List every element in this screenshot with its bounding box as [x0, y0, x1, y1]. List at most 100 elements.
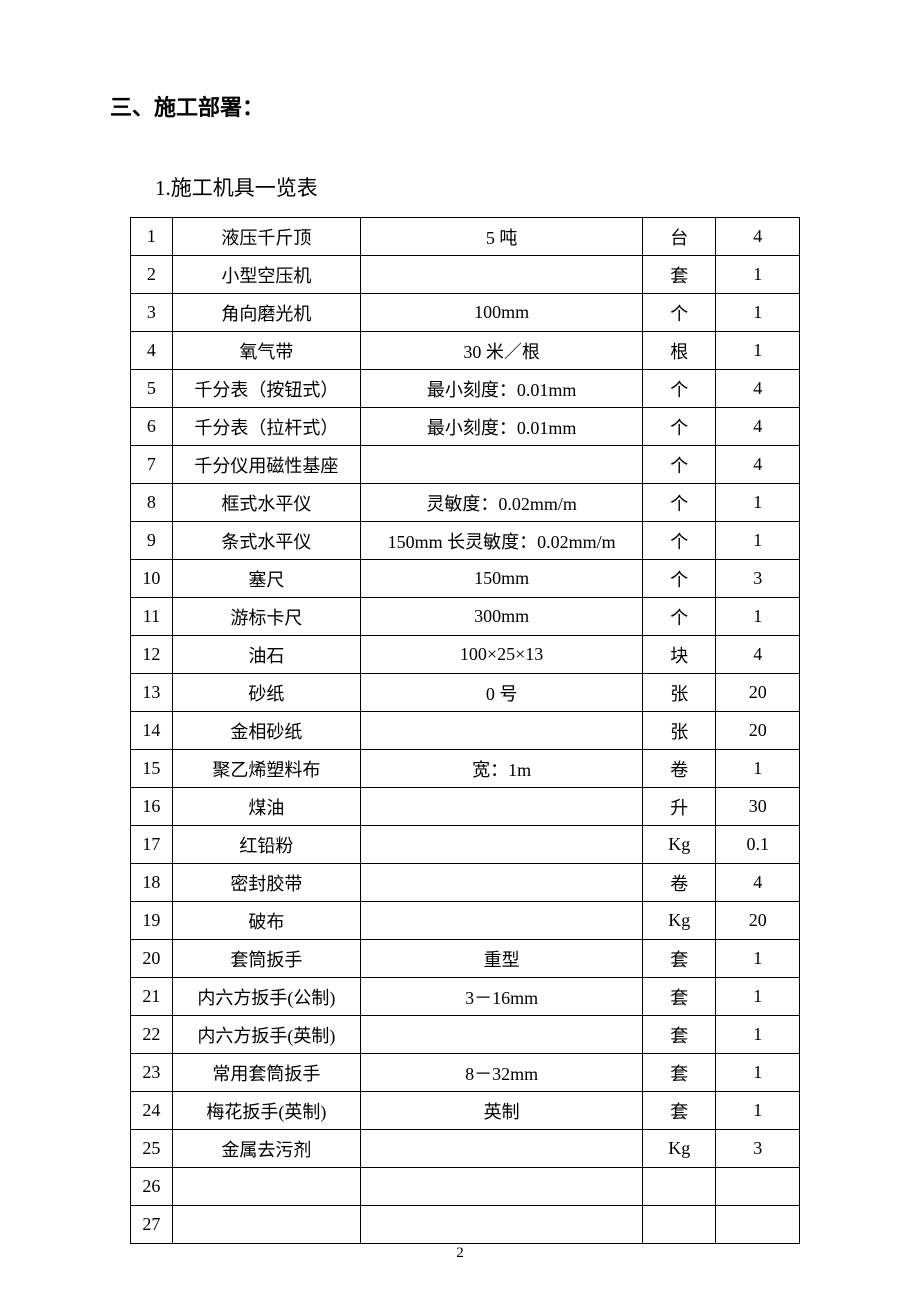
cell-qty: 20: [716, 674, 800, 712]
cell-spec: [360, 1168, 642, 1206]
cell-name: 红铅粉: [172, 826, 360, 864]
cell-qty: [716, 1206, 800, 1244]
cell-qty: 1: [716, 522, 800, 560]
cell-qty: 1: [716, 294, 800, 332]
cell-index: 14: [131, 712, 173, 750]
cell-spec: [360, 902, 642, 940]
cell-name: 千分仪用磁性基座: [172, 446, 360, 484]
table-row: 7千分仪用磁性基座个4: [131, 446, 800, 484]
cell-index: 24: [131, 1092, 173, 1130]
table-row: 1液压千斤顶5 吨台4: [131, 218, 800, 256]
cell-name: 塞尺: [172, 560, 360, 598]
table-row: 5千分表（按钮式）最小刻度：0.01mm个4: [131, 370, 800, 408]
cell-index: 7: [131, 446, 173, 484]
cell-unit: [643, 1168, 716, 1206]
cell-index: 21: [131, 978, 173, 1016]
table-row: 15聚乙烯塑料布宽：1m卷1: [131, 750, 800, 788]
cell-name: 聚乙烯塑料布: [172, 750, 360, 788]
table-row: 17红铅粉Kg0.1: [131, 826, 800, 864]
cell-index: 2: [131, 256, 173, 294]
table-row: 10塞尺150mm个3: [131, 560, 800, 598]
cell-name: 金属去污剂: [172, 1130, 360, 1168]
cell-index: 10: [131, 560, 173, 598]
cell-index: 18: [131, 864, 173, 902]
cell-name: 套筒扳手: [172, 940, 360, 978]
cell-index: 12: [131, 636, 173, 674]
cell-qty: 1: [716, 1054, 800, 1092]
cell-unit: 套: [643, 1054, 716, 1092]
cell-spec: [360, 864, 642, 902]
cell-qty: 1: [716, 256, 800, 294]
cell-qty: 1: [716, 978, 800, 1016]
cell-index: 15: [131, 750, 173, 788]
cell-spec: 8－32mm: [360, 1054, 642, 1092]
cell-spec: 0 号: [360, 674, 642, 712]
cell-spec: [360, 788, 642, 826]
cell-qty: 1: [716, 1092, 800, 1130]
cell-unit: 个: [643, 560, 716, 598]
cell-name: 内六方扳手(公制): [172, 978, 360, 1016]
cell-unit: 个: [643, 446, 716, 484]
cell-unit: 套: [643, 978, 716, 1016]
cell-index: 17: [131, 826, 173, 864]
cell-spec: 最小刻度：0.01mm: [360, 370, 642, 408]
cell-spec: 150mm: [360, 560, 642, 598]
table-row: 19破布Kg20: [131, 902, 800, 940]
cell-name: 条式水平仪: [172, 522, 360, 560]
cell-spec: [360, 1130, 642, 1168]
cell-unit: 卷: [643, 750, 716, 788]
cell-spec: 300mm: [360, 598, 642, 636]
cell-qty: 4: [716, 370, 800, 408]
cell-name: 角向磨光机: [172, 294, 360, 332]
cell-unit: 根: [643, 332, 716, 370]
cell-unit: Kg: [643, 826, 716, 864]
cell-index: 26: [131, 1168, 173, 1206]
cell-qty: 4: [716, 864, 800, 902]
cell-index: 6: [131, 408, 173, 446]
cell-name: 金相砂纸: [172, 712, 360, 750]
cell-qty: 1: [716, 484, 800, 522]
cell-name: 破布: [172, 902, 360, 940]
cell-unit: 套: [643, 1092, 716, 1130]
cell-name: 梅花扳手(英制): [172, 1092, 360, 1130]
section-heading: 三、施工部署：: [110, 90, 820, 122]
cell-qty: 1: [716, 940, 800, 978]
cell-spec: 3－16mm: [360, 978, 642, 1016]
table-row: 20套筒扳手重型套1: [131, 940, 800, 978]
table-row: 21内六方扳手(公制)3－16mm套1: [131, 978, 800, 1016]
cell-index: 19: [131, 902, 173, 940]
table-row: 22内六方扳手(英制)套1: [131, 1016, 800, 1054]
table-row: 18密封胶带卷4: [131, 864, 800, 902]
cell-name: 千分表（按钮式）: [172, 370, 360, 408]
cell-qty: 4: [716, 218, 800, 256]
cell-index: 16: [131, 788, 173, 826]
cell-qty: 1: [716, 332, 800, 370]
cell-spec: [360, 826, 642, 864]
cell-index: 1: [131, 218, 173, 256]
cell-unit: Kg: [643, 1130, 716, 1168]
cell-index: 3: [131, 294, 173, 332]
table-row: 14金相砂纸张20: [131, 712, 800, 750]
cell-name: 小型空压机: [172, 256, 360, 294]
cell-unit: 套: [643, 1016, 716, 1054]
cell-qty: 20: [716, 902, 800, 940]
table-row: 12油石100×25×13块4: [131, 636, 800, 674]
table-caption: 1.施工机具一览表: [155, 172, 820, 202]
cell-name: 油石: [172, 636, 360, 674]
cell-spec: 100mm: [360, 294, 642, 332]
cell-unit: 张: [643, 712, 716, 750]
cell-spec: 灵敏度：0.02mm/m: [360, 484, 642, 522]
cell-qty: 1: [716, 750, 800, 788]
table-row: 25金属去污剂Kg3: [131, 1130, 800, 1168]
cell-spec: 100×25×13: [360, 636, 642, 674]
table-row: 23常用套筒扳手8－32mm套1: [131, 1054, 800, 1092]
cell-name: 密封胶带: [172, 864, 360, 902]
cell-unit: 个: [643, 408, 716, 446]
cell-index: 20: [131, 940, 173, 978]
cell-qty: 4: [716, 636, 800, 674]
table-row: 4氧气带30 米／根根1: [131, 332, 800, 370]
cell-unit: 张: [643, 674, 716, 712]
table-row: 13砂纸0 号张20: [131, 674, 800, 712]
cell-unit: 个: [643, 484, 716, 522]
cell-name: 框式水平仪: [172, 484, 360, 522]
